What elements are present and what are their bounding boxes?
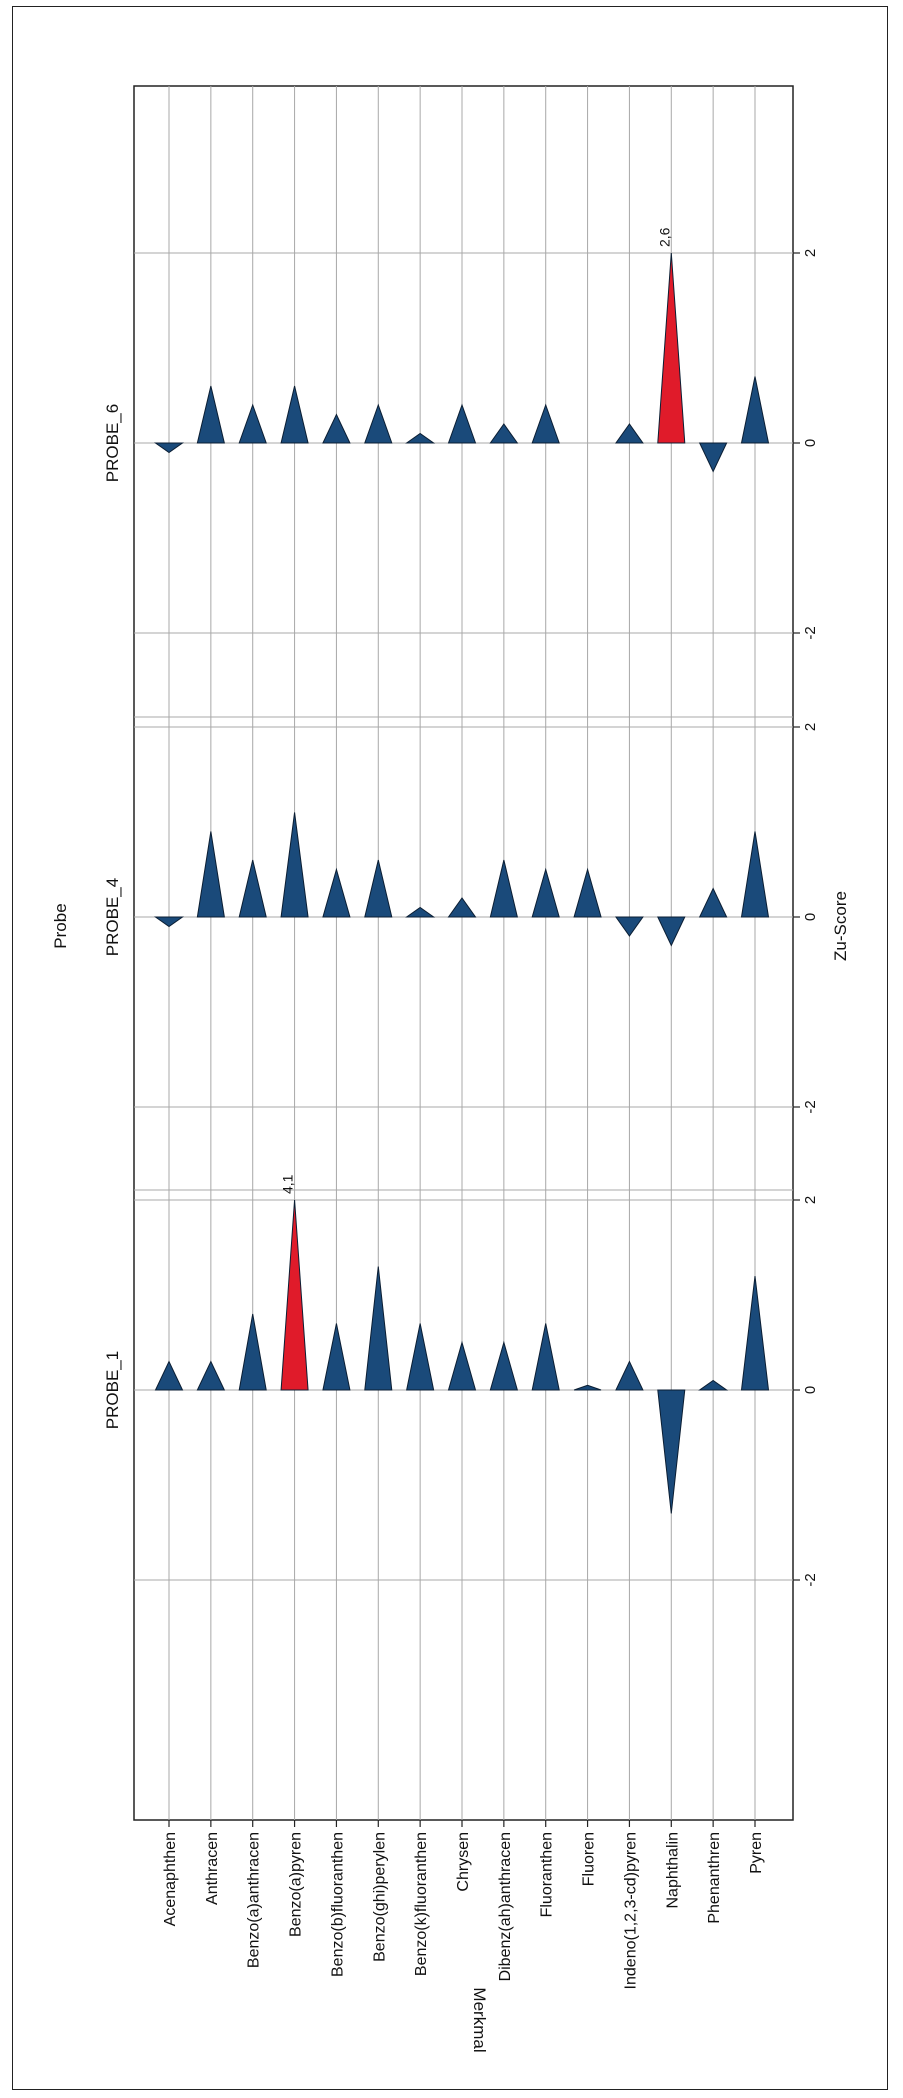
tick-label: 2 [802, 249, 819, 257]
data-label: 2,6 [656, 227, 672, 247]
triangle-mark [280, 1199, 309, 1391]
panel-name-label: PROBE_6 [103, 404, 122, 482]
triangle-mark [740, 376, 770, 444]
triangle-mark [657, 252, 686, 444]
triangle-mark [154, 1360, 184, 1391]
panel-group-title: Probe [51, 903, 70, 948]
page-frame [12, 6, 888, 2090]
triangle-mark [573, 867, 602, 918]
category-label: Chrysen [455, 1832, 472, 1892]
triangle-mark [531, 403, 560, 444]
triangle-mark [447, 1340, 477, 1391]
triangle-mark [406, 1323, 435, 1391]
category-label: Fluoren [581, 1832, 598, 1886]
category-label: Naphthalin [664, 1832, 681, 1909]
triangle-mark [698, 442, 728, 473]
triangle-mark [531, 1323, 560, 1391]
triangle-mark [698, 1379, 729, 1391]
triangle-mark [615, 1360, 644, 1391]
triangle-mark [531, 867, 560, 918]
triangle-mark [405, 432, 436, 444]
category-label: Benzo(b)fluoranthen [329, 1832, 346, 1977]
panel-name-label: PROBE_4 [103, 878, 122, 956]
tick-label: -2 [802, 1573, 819, 1586]
triangle-mark [238, 859, 267, 918]
category-label: Benzo(ghi)perylen [371, 1832, 388, 1962]
triangle-mark [489, 423, 519, 444]
triangle-mark [656, 916, 686, 947]
triangle-mark [238, 403, 267, 444]
tick-label: 0 [802, 439, 819, 447]
panel-name-label: PROBE_1 [103, 1351, 122, 1429]
category-label: Benzo(k)fluoranthen [413, 1832, 430, 1976]
category-label: Phenanthren [706, 1832, 723, 1924]
plot-frame [133, 85, 794, 1821]
triangle-mark [196, 831, 225, 918]
category-label: Indeno(1,2,3-cd)pyren [622, 1832, 639, 1989]
triangle-mark [740, 831, 770, 918]
triangle-mark [280, 812, 309, 918]
triangle-mark [196, 1360, 226, 1391]
triangle-mark [153, 442, 185, 454]
triangle-mark [740, 1275, 770, 1391]
triangle-mark [153, 916, 185, 928]
triangle-mark [657, 1389, 686, 1514]
bars-layer [153, 252, 770, 1514]
triangle-mark [238, 1313, 267, 1391]
tick-label: -2 [802, 626, 819, 639]
tick-label: -2 [802, 1100, 819, 1113]
triangle-mark [322, 1323, 351, 1391]
y-axis-title: Merkmal [470, 1987, 489, 2052]
category-label: Acenaphthen [162, 1832, 179, 1926]
triangle-mark [614, 423, 644, 444]
category-label: Anthracen [204, 1832, 221, 1905]
grid-layer: -2 0 2 -2 0 2 -2 0 2 [134, 86, 819, 1820]
labels-layer: PROBE_1 4,1 PROBE_4 PROBE_6 2,6 Acenaphthen An… [103, 227, 765, 1989]
triangle-mark [447, 897, 477, 918]
triangle-mark [322, 413, 351, 444]
triangle-mark [280, 385, 309, 444]
triangle-mark [322, 867, 351, 918]
triangle-mark [489, 859, 518, 918]
triangle-mark [364, 859, 393, 918]
x-axis-title: Zu-Score [831, 891, 850, 961]
category-label: Dibenz(ah)anthracen [497, 1832, 514, 1981]
tick-label: 0 [802, 913, 819, 921]
data-label: 4,1 [280, 1174, 296, 1194]
tick-label: 2 [802, 723, 819, 731]
tick-label: 0 [802, 1386, 819, 1394]
triangle-mark [698, 887, 728, 918]
triangle-mark [364, 1266, 393, 1391]
category-label: Benzo(a)pyren [288, 1832, 305, 1937]
triangle-mark [573, 1384, 602, 1391]
category-label: Pyren [748, 1832, 765, 1874]
triangle-mark [447, 403, 477, 444]
triangle-mark [405, 906, 436, 918]
category-label: Fluoranthen [539, 1832, 556, 1917]
triangle-mark [489, 1340, 519, 1391]
category-label: Benzo(a)anthracen [246, 1832, 263, 1968]
triangle-mark [614, 916, 644, 937]
tick-label: 2 [802, 1196, 819, 1204]
triangle-mark [196, 385, 225, 444]
triangle-mark [364, 403, 393, 444]
